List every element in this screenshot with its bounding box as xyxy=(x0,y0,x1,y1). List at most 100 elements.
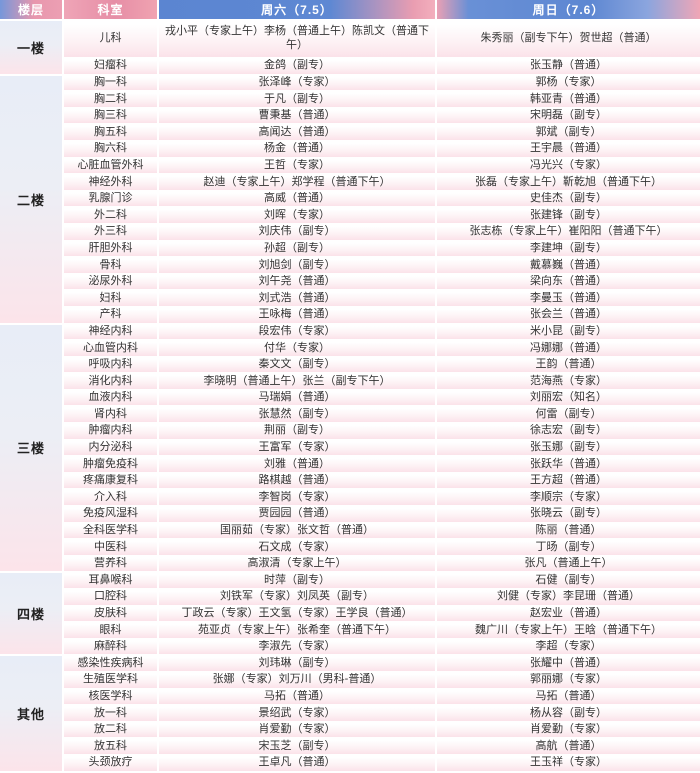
header-floor: 楼层 xyxy=(0,0,62,19)
sunday-schedule-cell: 米小昆（副专） xyxy=(437,324,700,340)
saturday-schedule-cell: 石文成（专家） xyxy=(159,540,435,555)
department-cell: 眼科 xyxy=(64,623,157,638)
saturday-schedule-cell: 戎小平（专家上午）李杨（普通上午）陈凯文（普通下午） xyxy=(159,21,435,57)
department-cell: 外二科 xyxy=(64,208,157,223)
department-cell: 头颈放疗 xyxy=(64,755,157,771)
saturday-schedule-cell: 王咏梅（普通） xyxy=(159,307,435,323)
department-cell: 肿瘤内科 xyxy=(64,424,157,439)
department-cell: 免疫风湿科 xyxy=(64,507,157,522)
saturday-schedule-cell: 路棋越（普通） xyxy=(159,473,435,489)
saturday-schedule-cell: 于凡（副专） xyxy=(159,92,435,107)
saturday-schedule-cell: 丁政云（专家）王文氢（专家）王学良（普通） xyxy=(159,606,435,622)
saturday-schedule-cell: 荆丽（副专） xyxy=(159,424,435,439)
sunday-schedule-cell: 王宇晨（普通） xyxy=(437,141,700,157)
sunday-schedule-cell: 张凡（普通上午） xyxy=(437,556,700,572)
department-cell: 感染性疾病科 xyxy=(64,656,157,671)
department-cell: 泌尿外科 xyxy=(64,274,157,290)
saturday-schedule-cell: 金鸽（副专） xyxy=(159,59,435,74)
department-cell: 疼痛康复科 xyxy=(64,473,157,489)
department-cell: 神经外科 xyxy=(64,175,157,190)
department-cell: 胸二科 xyxy=(64,92,157,107)
department-cell: 产科 xyxy=(64,307,157,323)
department-cell: 肝胆外科 xyxy=(64,241,157,257)
saturday-schedule-cell: 高威（普通） xyxy=(159,191,435,207)
saturday-schedule-cell: 景绍武（专家） xyxy=(159,706,435,721)
department-cell: 放一科 xyxy=(64,706,157,721)
sunday-schedule-cell: 张建锋（副专） xyxy=(437,208,700,223)
department-cell: 神经内科 xyxy=(64,324,157,340)
sunday-schedule-cell: 李超（专家） xyxy=(437,639,700,655)
department-cell: 肿瘤免疫科 xyxy=(64,457,157,472)
sunday-schedule-cell: 张玉静（普通） xyxy=(437,59,700,74)
sunday-schedule-cell: 郭斌（副专） xyxy=(437,125,700,140)
sunday-schedule-cell: 张晓云（副专） xyxy=(437,507,700,522)
department-cell: 营养科 xyxy=(64,556,157,572)
sunday-schedule-cell: 李顺宗（专家） xyxy=(437,490,700,506)
saturday-schedule-cell: 时萍（副专） xyxy=(159,573,435,588)
department-cell: 妇科 xyxy=(64,291,157,306)
saturday-schedule-cell: 段宏伟（专家） xyxy=(159,324,435,340)
sunday-schedule-cell: 李建坤（副专） xyxy=(437,241,700,257)
department-cell: 外三科 xyxy=(64,224,157,240)
department-cell: 放五科 xyxy=(64,739,157,754)
department-cell: 中医科 xyxy=(64,540,157,555)
floor-group-label: 四楼 xyxy=(0,573,62,655)
department-cell: 口腔科 xyxy=(64,590,157,605)
sunday-schedule-cell: 王玉祥（专家） xyxy=(437,755,700,771)
department-cell: 胸六科 xyxy=(64,141,157,157)
sunday-schedule-cell: 何雷（副专） xyxy=(437,407,700,423)
saturday-schedule-cell: 张娜（专家）刘万川（男科-普通） xyxy=(159,672,435,688)
sunday-schedule-cell: 徐志宏（副专） xyxy=(437,424,700,439)
saturday-schedule-cell: 贾园园（普通） xyxy=(159,507,435,522)
saturday-schedule-cell: 高淑清（专家上午） xyxy=(159,556,435,572)
department-cell: 核医学科 xyxy=(64,689,157,705)
sunday-schedule-cell: 戴慕巍（普通） xyxy=(437,258,700,273)
department-cell: 骨科 xyxy=(64,258,157,273)
sunday-schedule-cell: 韩亚青（普通） xyxy=(437,92,700,107)
saturday-schedule-cell: 苑亚贞（专家上午）张希奎（普通下午） xyxy=(159,623,435,638)
saturday-schedule-cell: 刘式浩（普通） xyxy=(159,291,435,306)
header-saturday: 周六（7.5） xyxy=(159,0,435,19)
sunday-schedule-cell: 高航（普通） xyxy=(437,739,700,754)
sunday-schedule-cell: 陈丽（普通） xyxy=(437,523,700,539)
sunday-schedule-cell: 马拓（普通） xyxy=(437,689,700,705)
saturday-schedule-cell: 李淑先（专家） xyxy=(159,639,435,655)
sunday-schedule-cell: 刘丽宏（知名） xyxy=(437,390,700,406)
header-department: 科室 xyxy=(64,0,157,19)
sunday-schedule-cell: 张志栋（专家上午）崔阳阳（普通下午） xyxy=(437,224,700,240)
saturday-schedule-cell: 刘晖（专家） xyxy=(159,208,435,223)
department-cell: 放二科 xyxy=(64,722,157,738)
saturday-schedule-cell: 刘庆伟（副专） xyxy=(159,224,435,240)
department-cell: 消化内科 xyxy=(64,374,157,389)
sunday-schedule-cell: 郭丽娜（专家） xyxy=(437,672,700,688)
department-cell: 生殖医学科 xyxy=(64,672,157,688)
sunday-schedule-cell: 郭杨（专家） xyxy=(437,75,700,91)
sunday-schedule-cell: 张磊（专家上午）靳乾旭（普通下午） xyxy=(437,175,700,190)
saturday-schedule-cell: 李智岗（专家） xyxy=(159,490,435,506)
department-cell: 胸五科 xyxy=(64,125,157,140)
floor-group-label: 其他 xyxy=(0,656,62,771)
floor-group-label: 一楼 xyxy=(0,21,62,74)
department-cell: 呼吸内科 xyxy=(64,357,157,373)
saturday-schedule-cell: 刘玮琳（副专） xyxy=(159,656,435,671)
saturday-schedule-cell: 曹秉基（普通） xyxy=(159,108,435,124)
saturday-schedule-cell: 刘旭剑（副专） xyxy=(159,258,435,273)
sunday-schedule-cell: 朱秀丽（副专下午）贺世超（普通） xyxy=(437,21,700,57)
saturday-schedule-cell: 宋玉芝（副专） xyxy=(159,739,435,754)
department-cell: 儿科 xyxy=(64,21,157,57)
saturday-schedule-cell: 高闻达（普通） xyxy=(159,125,435,140)
sunday-schedule-cell: 王方超（普通） xyxy=(437,473,700,489)
saturday-schedule-cell: 刘雅（普通） xyxy=(159,457,435,472)
saturday-schedule-cell: 赵迪（专家上午）郑学程（普通下午） xyxy=(159,175,435,190)
sunday-schedule-cell: 张跃华（普通） xyxy=(437,457,700,472)
saturday-schedule-cell: 付华（专家） xyxy=(159,341,435,356)
department-cell: 胸三科 xyxy=(64,108,157,124)
sunday-schedule-cell: 肖爱勤（专家） xyxy=(437,722,700,738)
saturday-schedule-cell: 马瑞娟（普通） xyxy=(159,390,435,406)
sunday-schedule-cell: 宋明磊（副专） xyxy=(437,108,700,124)
saturday-schedule-cell: 王卓凡（普通） xyxy=(159,755,435,771)
department-cell: 胸一科 xyxy=(64,75,157,91)
saturday-schedule-cell: 刘铁军（专家）刘凤英（副专） xyxy=(159,590,435,605)
sunday-schedule-cell: 杨从容（副专） xyxy=(437,706,700,721)
